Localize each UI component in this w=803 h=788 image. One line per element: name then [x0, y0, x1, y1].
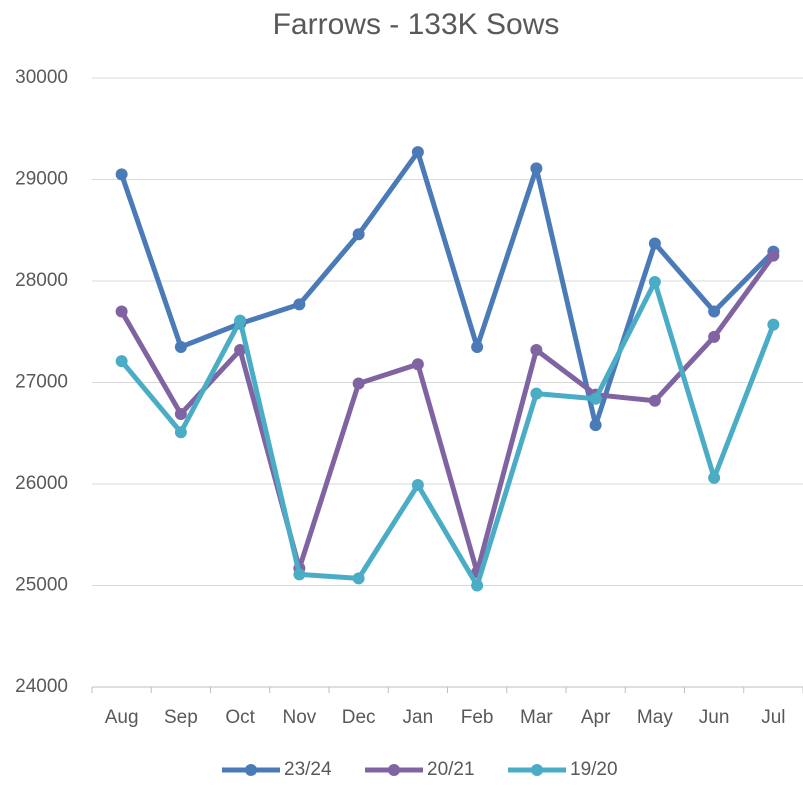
legend-marker — [531, 764, 543, 776]
y-tick-label: 28000 — [15, 270, 68, 291]
data-point — [589, 392, 602, 405]
data-point — [471, 340, 484, 353]
legend-label: 23/24 — [284, 759, 332, 780]
legend-marker — [245, 764, 257, 776]
x-tick-label: Sep — [164, 707, 198, 728]
y-tick-label: 29000 — [15, 169, 68, 190]
data-point — [115, 305, 128, 318]
legend-label: 19/20 — [570, 759, 618, 780]
y-tick-label: 30000 — [15, 67, 68, 88]
data-point — [530, 387, 543, 400]
data-point — [234, 314, 247, 327]
data-point — [530, 344, 543, 357]
data-point — [174, 407, 187, 420]
data-point — [293, 568, 306, 581]
series-line — [119, 254, 776, 575]
data-point — [648, 237, 661, 250]
data-point — [767, 318, 780, 331]
y-tick-label: 25000 — [15, 575, 68, 596]
data-point — [708, 330, 721, 343]
x-tick-label: Jun — [699, 707, 730, 728]
y-tick-label: 24000 — [15, 676, 68, 697]
series-line — [119, 279, 776, 588]
data-point — [411, 358, 424, 371]
data-point — [115, 355, 128, 368]
x-tick-label: Dec — [342, 707, 376, 728]
data-point — [174, 340, 187, 353]
y-tick-label: 27000 — [15, 372, 68, 393]
x-tick-label: Aug — [105, 707, 139, 728]
chart-title: Farrows - 133K Sows — [273, 8, 560, 41]
data-point — [174, 426, 187, 439]
x-tick-label: Jul — [761, 707, 785, 728]
data-point — [589, 419, 602, 432]
x-tick-label: Feb — [461, 707, 494, 728]
x-tick-label: Jan — [403, 707, 434, 728]
data-point — [234, 344, 247, 357]
data-point — [352, 572, 365, 585]
data-point — [708, 471, 721, 484]
data-point — [411, 146, 424, 159]
x-tick-label: Apr — [581, 707, 611, 728]
y-tick-label: 26000 — [15, 473, 68, 494]
x-tick-label: Nov — [282, 707, 316, 728]
x-tick-label: May — [637, 707, 673, 728]
data-point — [293, 298, 306, 311]
data-point — [115, 168, 128, 181]
data-point — [767, 249, 780, 262]
x-tick-label: Oct — [225, 707, 255, 728]
legend-marker — [388, 764, 400, 776]
data-point — [411, 479, 424, 492]
legend-label: 20/21 — [427, 759, 475, 780]
data-point — [471, 579, 484, 592]
data-point — [352, 228, 365, 241]
series-line — [119, 149, 776, 428]
data-point — [648, 276, 661, 289]
data-point — [648, 394, 661, 407]
data-point — [352, 377, 365, 390]
x-tick-label: Mar — [520, 707, 553, 728]
data-point — [708, 305, 721, 318]
data-point — [530, 162, 543, 175]
